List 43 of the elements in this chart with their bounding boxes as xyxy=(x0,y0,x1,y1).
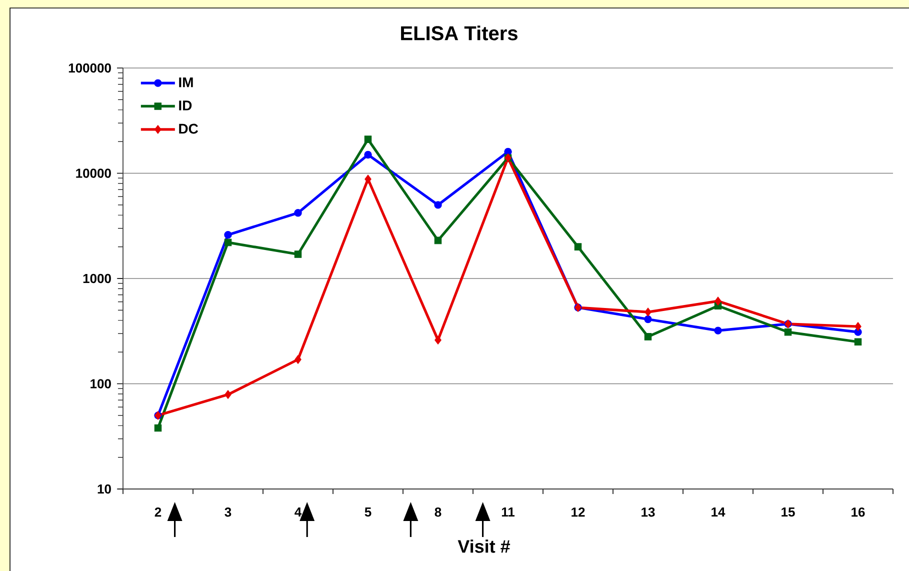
point xyxy=(224,390,232,399)
point xyxy=(364,174,372,184)
chart-title: ELISA Titers xyxy=(401,26,518,40)
point xyxy=(434,201,442,209)
point xyxy=(434,336,442,345)
point xyxy=(364,150,372,159)
legend-label: ID xyxy=(179,100,192,110)
point xyxy=(294,209,302,217)
x-tick-label: 14 xyxy=(712,508,726,516)
x-axis-title: Visit # xyxy=(458,540,510,553)
x-tick-label: 13 xyxy=(642,508,655,517)
x-tick-label: 15 xyxy=(782,508,795,517)
point xyxy=(644,308,652,316)
x-tick-label: 4 xyxy=(294,508,302,516)
x-tick-label: 11 xyxy=(502,508,515,516)
legend-label: IM xyxy=(179,78,193,88)
point xyxy=(714,296,722,306)
point xyxy=(854,322,862,331)
point xyxy=(644,333,652,340)
point xyxy=(294,355,302,364)
point xyxy=(784,328,792,336)
point xyxy=(854,338,862,346)
x-tick-label: 16 xyxy=(852,508,865,517)
y-tick-label: 1000 xyxy=(83,274,111,284)
y-tick-label: 10 xyxy=(98,484,111,494)
x-tick-label: 3 xyxy=(224,508,232,517)
point xyxy=(154,424,162,432)
x-tick-label: 8 xyxy=(434,508,442,517)
legend-label: DC xyxy=(179,124,198,134)
point xyxy=(294,250,302,258)
y-tick-label: 10000 xyxy=(76,168,111,178)
x-tick-label: 12 xyxy=(572,508,585,517)
point xyxy=(224,230,232,239)
y-tick-label: 100 xyxy=(90,379,111,388)
point xyxy=(574,243,582,250)
point xyxy=(644,315,652,324)
point xyxy=(224,238,232,246)
y-tick-label: 100000 xyxy=(68,63,111,73)
point xyxy=(714,326,722,334)
x-tick-label: 5 xyxy=(364,508,372,517)
point xyxy=(434,236,442,244)
x-tick-label: 2 xyxy=(154,508,162,517)
point xyxy=(364,136,372,143)
